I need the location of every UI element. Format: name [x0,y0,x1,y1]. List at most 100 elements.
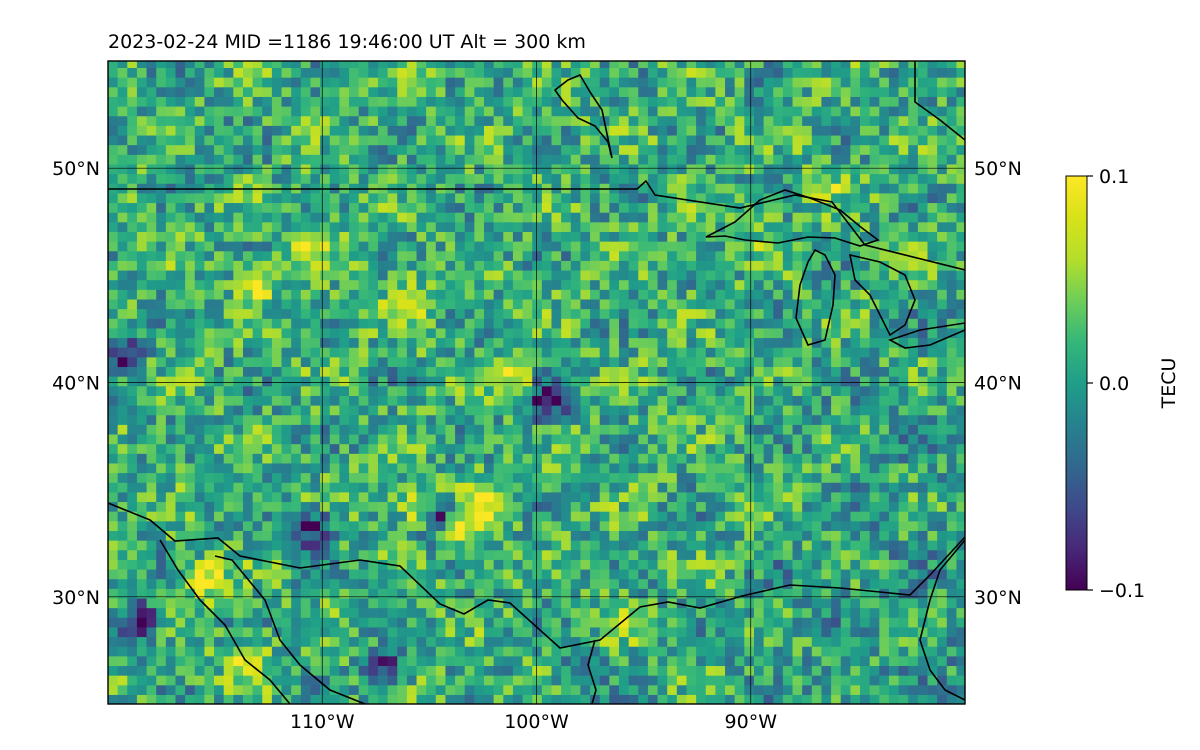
heatmap-cell [609,549,620,560]
heatmap-cell [927,646,938,657]
heatmap-cell [744,684,755,695]
heatmap-cell [214,347,225,358]
heatmap-cell [850,617,861,628]
heatmap-cell [734,568,745,580]
heatmap-cell [705,433,716,445]
heatmap-cell [310,433,321,445]
heatmap-cell [657,414,668,425]
heatmap-cell [233,327,244,339]
heatmap-cell [792,530,803,541]
heatmap-cell [474,520,485,531]
heatmap-cell [185,511,196,522]
heatmap-cell [127,568,138,580]
heatmap-cell [329,173,340,184]
heatmap-cell [879,347,890,358]
heatmap-cell [455,665,466,676]
heatmap-cell [686,626,697,638]
heatmap-cell [792,289,803,300]
heatmap-cell [763,250,774,261]
heatmap-cell [879,501,890,512]
heatmap-cell [657,675,668,686]
heatmap-cell [879,636,890,647]
heatmap-cell [271,405,283,416]
heatmap-cell [445,395,456,406]
heatmap-cell [512,405,524,416]
heatmap-cell [744,646,755,657]
heatmap-cell [358,327,369,339]
heatmap-cell [570,269,582,281]
heatmap-cell [387,163,398,175]
heatmap-cell [715,559,726,570]
heatmap-cell [281,298,292,310]
heatmap-cell [406,520,418,531]
heatmap-cell [821,192,832,204]
heatmap-cell [570,443,582,454]
heatmap-cell [156,337,167,348]
heatmap-cell [860,453,871,464]
heatmap-cell [590,588,601,599]
heatmap-cell [185,318,196,329]
heatmap-cell [252,597,263,609]
heatmap-cell [127,607,138,618]
heatmap-cell [358,241,369,252]
heatmap-cell [879,578,890,589]
heatmap-cell [214,376,225,387]
heatmap-cell [426,675,437,686]
heatmap-cell [705,462,716,474]
heatmap-cell [956,491,965,503]
heatmap-cell [223,684,234,695]
heatmap-cell [377,221,389,232]
heatmap-cell [821,684,832,695]
heatmap-cell [888,212,900,223]
heatmap-cell [242,356,254,368]
heatmap-cell [281,376,292,387]
heatmap-cell [368,588,379,599]
heatmap-cell [628,433,639,445]
heatmap-cell [175,607,186,618]
heatmap-cell [715,578,726,589]
heatmap-cell [580,318,591,329]
heatmap-cell [368,376,379,387]
heatmap-cell [618,202,630,213]
heatmap-cell [609,443,620,454]
heatmap-cell [339,289,350,300]
heatmap-cell [715,395,726,406]
heatmap-cell [647,183,659,194]
heatmap-cell [599,163,610,175]
heatmap-cell [956,501,965,512]
heatmap-cell [551,646,562,657]
heatmap-cell [455,694,466,704]
heatmap-cell [917,279,929,290]
heatmap-cell [628,405,639,416]
heatmap-cell [358,646,369,657]
heatmap-cell [358,366,369,377]
heatmap-cell [888,318,900,329]
heatmap-cell [744,231,755,242]
heatmap-cell [532,289,543,300]
heatmap-cell [532,482,543,493]
heatmap-cell [590,212,601,223]
heatmap-cell [252,559,263,570]
heatmap-cell [676,617,688,628]
heatmap-cell [339,559,350,570]
heatmap-cell [937,511,948,522]
heatmap-cell [108,221,119,232]
heatmap-cell [860,617,871,628]
heatmap-cell [551,298,562,310]
heatmap-cell [339,665,350,676]
heatmap-cell [561,588,572,599]
heatmap-cell [291,665,302,676]
heatmap-cell [590,424,601,435]
heatmap-cell [329,597,340,609]
heatmap-cell [532,424,543,435]
heatmap-cell [320,405,331,416]
heatmap-cell [416,376,427,387]
heatmap-cell [821,173,832,184]
heatmap-cell [204,453,215,464]
heatmap-cell [377,356,389,368]
heatmap-cell [580,607,591,618]
heatmap-cell [329,462,340,474]
heatmap-cell [753,655,765,667]
heatmap-cell [242,549,254,560]
heatmap-cell [291,202,302,213]
